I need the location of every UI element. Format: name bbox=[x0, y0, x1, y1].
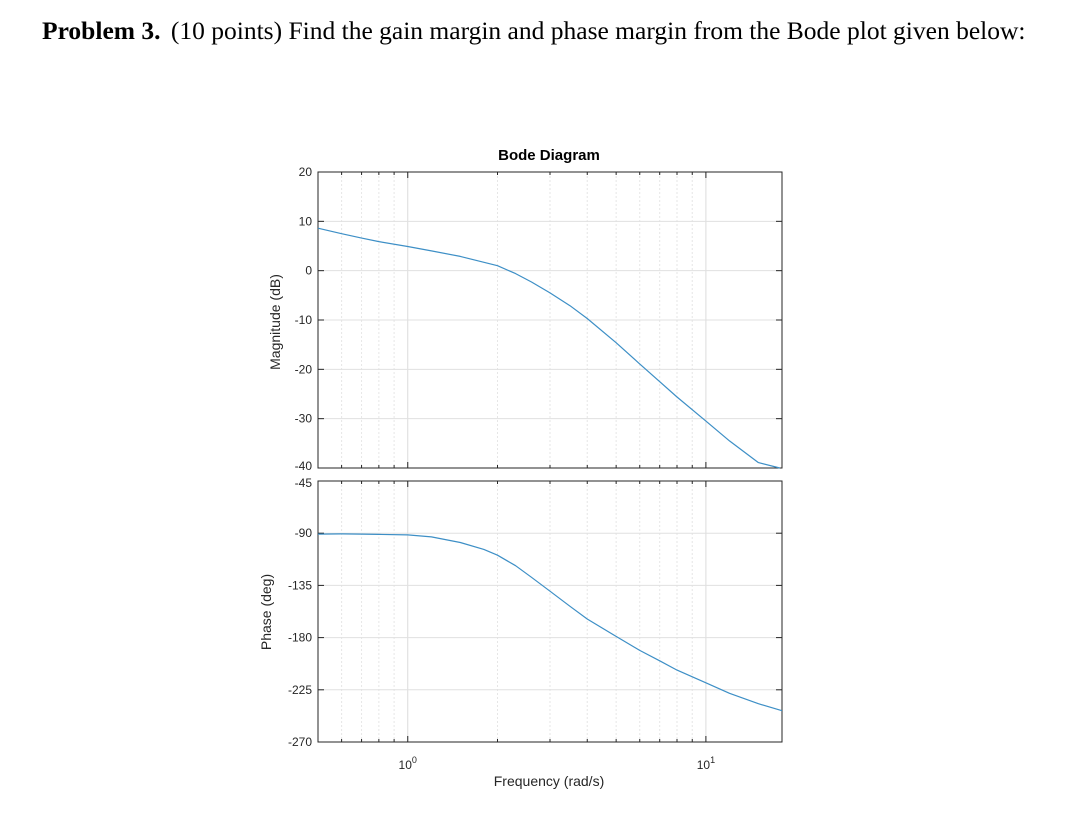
phase-ytick-label: -270 bbox=[288, 735, 312, 749]
x-tick-label: 100 bbox=[399, 755, 417, 772]
phase-ytick-label: -90 bbox=[295, 526, 313, 540]
phase-ytick-label: -225 bbox=[288, 683, 312, 697]
magnitude-panel: 20 10 0 -10 -20 -30 -40 bbox=[295, 165, 783, 473]
phase-ytick-label: -45 bbox=[295, 476, 313, 490]
mag-frame bbox=[317, 171, 783, 469]
mag-ytick-label: -30 bbox=[295, 412, 313, 426]
mag-ytick-label: -10 bbox=[295, 313, 313, 327]
frequency-axis-label: Frequency (rad/s) bbox=[494, 773, 604, 789]
mag-ytick-label: -20 bbox=[295, 362, 313, 376]
problem-label: Problem 3. bbox=[42, 16, 161, 45]
phase-panel: -45 -90 -135 -180 -225 -270 bbox=[288, 476, 783, 749]
problem-text: (10 points) Find the gain margin and pha… bbox=[170, 16, 1026, 45]
problem-statement: Problem 3. (10 points) Find the gain mar… bbox=[42, 16, 1025, 46]
phase-axis-label: Phase (deg) bbox=[258, 574, 274, 650]
phase-ytick-label: -180 bbox=[288, 631, 312, 645]
chart-title: Bode Diagram bbox=[498, 147, 600, 164]
phase-frame bbox=[317, 480, 783, 743]
x-tick-label: 101 bbox=[697, 755, 715, 772]
mag-ytick-label: 0 bbox=[305, 264, 312, 278]
mag-ytick-label: -40 bbox=[295, 459, 313, 473]
phase-response-curve bbox=[317, 533, 783, 712]
frequency-axis: 100 101 bbox=[399, 755, 716, 772]
mag-response-curve bbox=[317, 227, 780, 469]
mag-ytick-label: 20 bbox=[299, 165, 313, 179]
phase-ytick-label: -135 bbox=[288, 578, 312, 592]
magnitude-axis-label: Magnitude (dB) bbox=[267, 274, 283, 370]
mag-ytick-label: 10 bbox=[299, 214, 313, 228]
